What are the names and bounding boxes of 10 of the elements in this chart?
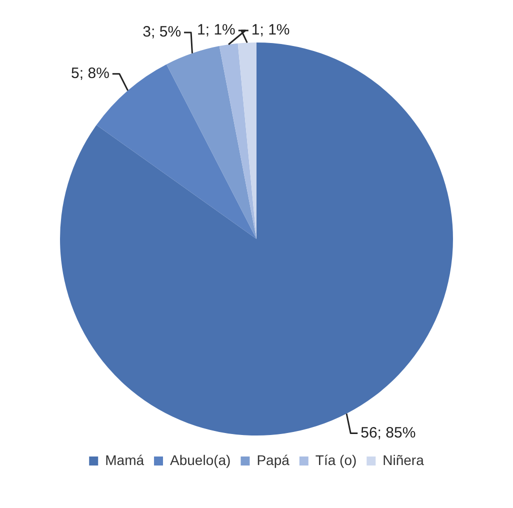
legend-label: Tía (o) [315, 452, 357, 468]
legend-label: Abuelo(a) [170, 452, 231, 468]
legend-label: Niñera [382, 452, 424, 468]
data-label: 1; 1% [197, 22, 236, 39]
data-label: 56; 85% [360, 424, 416, 442]
data-label: 5; 8% [71, 65, 110, 82]
legend-label: Papá [256, 452, 290, 468]
legend-label: Mamá [105, 452, 144, 468]
data-label: 1; 1% [251, 22, 290, 39]
data-label: 3; 5% [142, 24, 182, 41]
